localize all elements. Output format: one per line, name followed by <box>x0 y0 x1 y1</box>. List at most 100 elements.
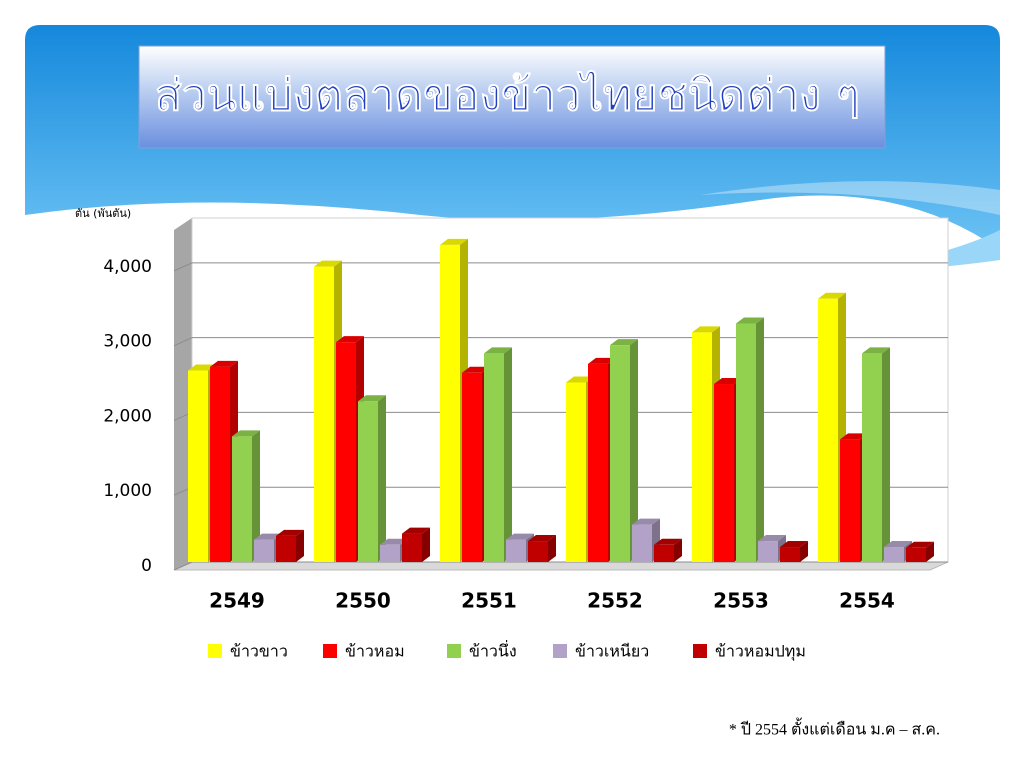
side-wall <box>174 218 192 570</box>
bar-top <box>566 376 594 383</box>
bar <box>484 353 504 562</box>
bar <box>402 533 422 562</box>
footnote: * ปี 2554 ตั้งแต่เดือน ม.ค – ส.ค. <box>729 718 940 739</box>
title-box <box>138 45 886 149</box>
bar-top <box>818 292 846 299</box>
bar <box>254 539 274 562</box>
legend-label: ข้าวขาว <box>230 642 288 661</box>
bar <box>692 332 712 562</box>
legend-swatch <box>208 644 222 658</box>
bar-top <box>632 518 660 525</box>
bar <box>840 439 860 562</box>
bar-top <box>210 360 238 367</box>
bar <box>714 384 734 562</box>
bar <box>884 547 904 562</box>
bar <box>758 541 778 562</box>
bar-top <box>906 541 934 548</box>
bar-top <box>276 529 304 536</box>
bar-top <box>714 378 742 385</box>
bar-top <box>758 535 786 542</box>
bar <box>610 345 630 562</box>
y-tick-label: 1,000 <box>103 481 152 501</box>
bar-top <box>588 357 616 364</box>
bar <box>588 363 608 562</box>
legend-swatch <box>693 644 707 658</box>
bar-top <box>528 535 556 542</box>
bar <box>336 342 356 562</box>
bar-top <box>232 430 260 437</box>
bar-side <box>674 538 682 562</box>
bar-side <box>630 339 638 562</box>
bar <box>210 366 230 562</box>
bar <box>440 244 460 562</box>
legend-swatch <box>553 644 567 658</box>
x-tick-label: 2549 <box>209 589 265 613</box>
bar-top <box>402 527 430 534</box>
bar-top <box>736 317 764 324</box>
legend-swatch <box>447 644 461 658</box>
bar-side <box>882 347 890 562</box>
bar-top <box>188 364 216 371</box>
bar-side <box>548 535 556 562</box>
grid-line-side <box>173 337 193 347</box>
bar <box>906 547 926 562</box>
bar-top <box>380 538 408 545</box>
y-tick-label: 0 <box>141 556 152 576</box>
bar-top <box>254 533 282 540</box>
bar-top <box>692 326 720 333</box>
bar <box>566 382 586 562</box>
legend-label: ข้าวนึ่ง <box>469 640 517 661</box>
floor <box>173 561 949 571</box>
bar <box>358 401 378 562</box>
legend-swatch <box>323 644 337 658</box>
y-tick-label: 2,000 <box>103 406 152 426</box>
bar-top <box>862 347 890 354</box>
bar <box>862 353 882 562</box>
bar <box>818 298 838 562</box>
grid-line-side <box>173 262 193 272</box>
x-tick-label: 2551 <box>461 589 517 613</box>
bar-top <box>484 347 512 354</box>
bar <box>506 539 526 562</box>
bar <box>232 436 252 562</box>
bar-side <box>422 527 430 562</box>
bar-side <box>252 430 260 562</box>
bar <box>528 541 548 562</box>
bar <box>654 544 674 562</box>
bar-top <box>440 238 468 245</box>
bar-top <box>840 433 868 440</box>
legend-label: ข้าวหอมปทุม <box>715 642 806 662</box>
bar <box>736 323 756 562</box>
bar-top <box>358 395 386 402</box>
bar <box>276 535 296 562</box>
bar <box>314 266 334 562</box>
bar <box>780 547 800 562</box>
x-tick-label: 2553 <box>713 589 769 613</box>
wave <box>700 181 1000 215</box>
bar-top <box>506 533 534 540</box>
bar-side <box>504 347 512 562</box>
bar-top <box>780 541 808 548</box>
bar-top <box>462 366 490 373</box>
legend-label: ข้าวหอม <box>345 642 405 661</box>
bar-top <box>610 339 638 346</box>
bar-top <box>654 538 682 545</box>
x-tick-label: 2550 <box>335 589 391 613</box>
y-tick-label: 4,000 <box>103 257 152 277</box>
bar <box>462 372 482 562</box>
bar <box>380 544 400 562</box>
bar-side <box>926 541 934 562</box>
bar-top <box>336 336 364 343</box>
x-tick-label: 2554 <box>839 589 895 613</box>
bar <box>188 370 208 562</box>
bar-side <box>378 395 386 562</box>
bar-side <box>296 529 304 562</box>
y-tick-label: 3,000 <box>103 332 152 352</box>
bar <box>632 524 652 562</box>
bar-side <box>800 541 808 562</box>
bar-top <box>314 260 342 267</box>
bar-side <box>756 317 764 562</box>
chart-title: ส่วนแบ่งตลาดของข้าวไทยชนิดต่าง ๆ <box>155 69 860 121</box>
grid-line-side <box>173 561 193 571</box>
